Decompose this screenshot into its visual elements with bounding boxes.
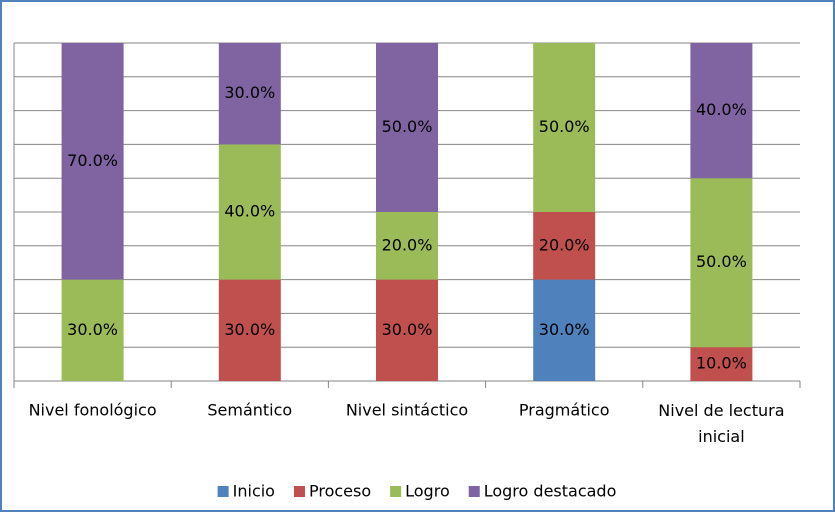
legend-swatch bbox=[217, 486, 229, 497]
legend-swatch bbox=[390, 486, 402, 497]
legend-label: Logro bbox=[405, 482, 450, 501]
data-label: 20.0% bbox=[382, 235, 433, 254]
bar-segment bbox=[690, 43, 753, 179]
legend: Inicio Proceso Logro Logro destacado bbox=[217, 482, 617, 501]
data-label: 20.0% bbox=[539, 235, 590, 254]
legend-label: Logro destacado bbox=[484, 482, 617, 501]
legend-swatch bbox=[293, 486, 305, 497]
data-label: 30.0% bbox=[539, 320, 590, 339]
bar-segment bbox=[690, 347, 753, 381]
bar-segment bbox=[533, 212, 596, 280]
data-label: 30.0% bbox=[382, 320, 433, 339]
bar-segment bbox=[218, 279, 281, 381]
bar-segment bbox=[218, 43, 281, 145]
legend-label: Inicio bbox=[233, 482, 275, 501]
data-label: 40.0% bbox=[696, 100, 747, 119]
data-label: 10.0% bbox=[696, 354, 747, 373]
bar-segment bbox=[376, 279, 438, 381]
bar-segment bbox=[533, 43, 596, 212]
data-label: 40.0% bbox=[224, 202, 275, 221]
bar-segment bbox=[690, 178, 753, 348]
bar-segment bbox=[218, 144, 281, 280]
bar-segment bbox=[61, 43, 124, 280]
data-label: 30.0% bbox=[224, 320, 275, 339]
legend-swatch bbox=[468, 486, 480, 497]
x-tick-label: Pragmático bbox=[519, 401, 610, 420]
data-label: 50.0% bbox=[539, 117, 590, 136]
data-label: 50.0% bbox=[696, 252, 747, 271]
bar-segment bbox=[533, 279, 596, 381]
data-label: 30.0% bbox=[224, 83, 275, 102]
legend-label: Proceso bbox=[309, 482, 371, 501]
bar-segment bbox=[376, 43, 438, 212]
data-label: 30.0% bbox=[67, 320, 118, 339]
data-label: 50.0% bbox=[382, 117, 433, 136]
x-tick-label: Nivel fonológico bbox=[29, 401, 157, 420]
x-tick-label: Nivel de lectura inicial bbox=[658, 401, 784, 446]
bar-segment bbox=[376, 212, 438, 280]
x-tick-label: Semántico bbox=[207, 401, 292, 420]
bar-segment bbox=[61, 279, 124, 381]
data-label: 70.0% bbox=[67, 151, 118, 170]
x-tick-label: Nivel sintáctico bbox=[346, 401, 468, 420]
